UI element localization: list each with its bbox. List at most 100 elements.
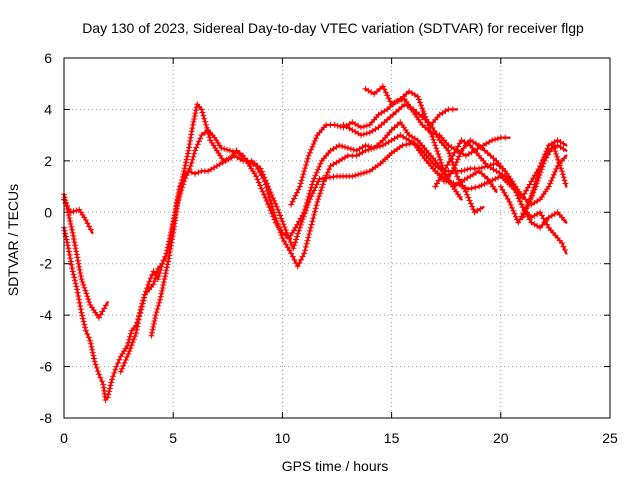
plus-markers [165,233,176,262]
plus-markers [181,166,193,185]
plus-markers [519,204,533,218]
plus-markers [445,142,458,152]
plus-markers [323,121,334,128]
plus-markers [484,150,497,162]
plus-markers [441,170,454,185]
plus-markers [205,164,217,175]
plus-markers [379,83,394,105]
plus-markers [371,85,383,97]
series-trace-i [419,111,485,216]
plus-markers [95,371,105,385]
plus-markers [307,202,320,231]
plus-markers [497,134,509,141]
plus-markers [192,169,202,177]
plus-markers [458,137,471,147]
plus-markers [331,121,344,130]
plus-markers [290,227,302,252]
plus-markers [497,183,511,202]
plus-markers [211,134,223,149]
plus-markers [366,114,380,128]
plus-markers [432,163,445,173]
plus-markers [454,173,468,192]
plus-markers [126,333,138,355]
plus-markers [301,181,316,216]
data-series [61,83,569,403]
plus-markers [334,173,353,180]
plus-markers [124,330,134,349]
plus-markers [344,145,357,153]
grid-lines [64,58,610,418]
plus-markers [174,181,187,205]
plus-markers [528,166,543,200]
series-trace-j [432,137,568,231]
plus-markers [87,337,97,362]
plus-markers [554,209,568,223]
plus-markers [65,245,76,272]
plus-markers [76,206,88,221]
plus-markers [545,224,559,239]
plus-markers [537,209,551,228]
plus-markers [449,183,463,200]
plus-markers [189,104,200,128]
plus-markers [227,150,238,162]
plus-markers [154,263,164,272]
plus-markers [388,144,403,157]
plus-markers [537,217,550,231]
plus-markers [279,229,289,239]
x-tick-label: 15 [384,430,400,446]
plus-markers [445,106,456,113]
plus-markers [137,294,147,313]
plus-markers [349,119,362,129]
plus-markers [528,198,541,208]
plus-markers [244,157,257,168]
plus-markers [379,129,393,144]
plus-markers [296,155,311,190]
plus-markers [423,147,437,162]
plus-markers [305,135,320,159]
plus-markers [233,147,243,157]
plus-markers [344,152,356,159]
x-axis-label: GPS time / hours [282,458,389,474]
plus-markers [109,366,119,383]
plus-markers [550,142,564,172]
plus-markers [150,268,159,279]
series-line [512,185,568,255]
plus-markers [467,165,478,172]
plus-markers [117,351,132,375]
plus-markers [432,171,446,190]
plus-markers [462,188,477,213]
plus-markers [253,173,265,192]
plus-markers [476,142,488,154]
plus-markers [510,183,525,208]
plus-markers [82,327,92,341]
series-trace-e [148,127,507,339]
plus-markers [146,283,155,293]
plus-markers [266,186,280,210]
x-tick-label: 10 [275,430,291,446]
plus-markers [406,132,418,142]
plus-markers [436,108,449,118]
plus-markers [476,152,489,167]
plus-markers [305,178,322,205]
plus-markers [104,379,115,401]
plus-markers [399,140,413,149]
plus-markers [286,227,297,241]
plus-markers [266,204,278,223]
y-axis-label: SDTVAR / TECUs [5,184,21,296]
plus-markers [458,139,471,154]
plot-frame [63,57,611,419]
plus-markers [384,101,397,113]
plus-markers [436,132,450,146]
plus-markers [288,186,302,208]
plus-markers [462,149,475,159]
plus-markers [489,135,501,144]
plus-markers [401,101,414,111]
plus-markers [449,140,463,159]
plus-markers [366,162,381,175]
plus-markers [128,325,137,334]
plus-markers [146,271,156,285]
plus-markers [388,133,401,144]
plus-markers [161,258,172,283]
plus-markers [480,139,493,149]
